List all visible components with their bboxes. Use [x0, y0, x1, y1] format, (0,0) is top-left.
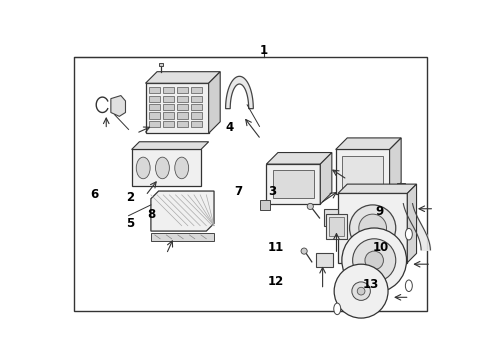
Bar	[177, 121, 187, 127]
Bar	[190, 121, 202, 127]
Text: 7: 7	[233, 185, 242, 198]
Circle shape	[358, 214, 386, 242]
Polygon shape	[335, 138, 400, 149]
Bar	[177, 87, 187, 93]
Circle shape	[349, 205, 395, 251]
Circle shape	[333, 264, 387, 318]
Circle shape	[306, 203, 313, 210]
Bar	[149, 104, 160, 110]
Ellipse shape	[405, 228, 411, 240]
Polygon shape	[266, 153, 331, 164]
Bar	[177, 104, 187, 110]
Bar	[325, 214, 346, 239]
Bar	[131, 149, 201, 186]
Bar	[316, 253, 333, 267]
Ellipse shape	[136, 157, 150, 179]
Bar	[190, 87, 202, 93]
Bar	[163, 104, 174, 110]
Circle shape	[364, 251, 383, 270]
Text: 10: 10	[371, 241, 387, 254]
Bar	[149, 95, 160, 102]
Circle shape	[351, 282, 369, 300]
Text: 4: 4	[225, 121, 233, 134]
Polygon shape	[320, 153, 331, 204]
Bar	[266, 164, 320, 204]
Polygon shape	[131, 142, 208, 149]
Circle shape	[301, 248, 306, 254]
Bar	[163, 112, 174, 119]
Polygon shape	[337, 184, 416, 193]
Polygon shape	[111, 95, 125, 116]
Bar	[177, 112, 187, 119]
Bar	[335, 149, 389, 194]
Bar	[337, 193, 407, 263]
Bar	[158, 63, 163, 66]
Bar	[163, 95, 174, 102]
Bar	[190, 104, 202, 110]
Bar	[272, 170, 313, 198]
Bar	[396, 183, 404, 192]
Bar	[149, 87, 160, 93]
Circle shape	[357, 287, 364, 295]
Text: 1: 1	[260, 44, 267, 57]
Polygon shape	[208, 72, 220, 133]
Bar	[341, 156, 383, 188]
Text: 9: 9	[375, 204, 383, 217]
Text: 5: 5	[126, 217, 134, 230]
Bar	[145, 83, 208, 133]
Bar	[328, 217, 344, 236]
Text: 11: 11	[267, 241, 283, 254]
Bar	[177, 95, 187, 102]
Polygon shape	[225, 76, 253, 109]
Text: 8: 8	[146, 208, 155, 221]
Ellipse shape	[174, 157, 188, 179]
Polygon shape	[407, 184, 416, 263]
Bar	[151, 233, 214, 241]
Polygon shape	[151, 191, 214, 231]
Text: 2: 2	[126, 191, 134, 204]
Text: 13: 13	[362, 278, 379, 291]
Bar	[149, 112, 160, 119]
Bar	[324, 209, 337, 226]
Ellipse shape	[405, 280, 411, 292]
Polygon shape	[389, 138, 400, 194]
Bar	[190, 112, 202, 119]
Polygon shape	[260, 200, 270, 210]
Text: 12: 12	[267, 275, 283, 288]
Ellipse shape	[333, 303, 340, 315]
Ellipse shape	[155, 157, 169, 179]
Circle shape	[341, 228, 406, 293]
Text: 3: 3	[267, 185, 275, 198]
Polygon shape	[145, 72, 220, 83]
Bar	[190, 95, 202, 102]
Bar	[163, 121, 174, 127]
Bar	[163, 87, 174, 93]
Text: 6: 6	[90, 188, 99, 201]
Circle shape	[352, 239, 395, 282]
Bar	[149, 121, 160, 127]
